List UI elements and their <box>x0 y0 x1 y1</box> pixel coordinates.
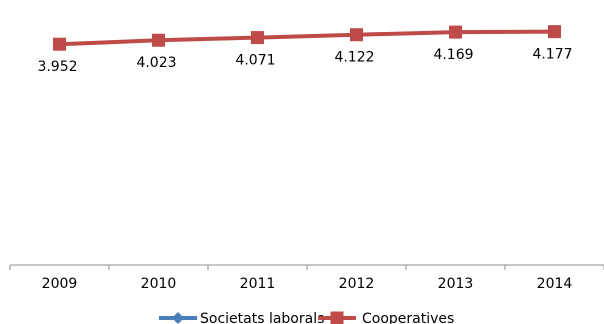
data-label: 4.023 <box>136 55 176 71</box>
legend-marker <box>172 312 184 324</box>
data-label: 4.071 <box>235 53 275 69</box>
series-line <box>59 29 555 47</box>
data-point <box>251 31 264 45</box>
data-labels: 5.5265.4445.4175.3255.2305.1543.9524.023… <box>37 47 572 76</box>
legend: Societats laborals Cooperatives <box>159 311 454 324</box>
x-tick-label: 2013 <box>438 276 474 292</box>
legend-label: Societats laborals <box>200 311 324 324</box>
x-tick-label: 2011 <box>240 276 276 292</box>
x-tick-label: 2010 <box>141 276 177 292</box>
legend-marker <box>330 311 344 324</box>
data-label: 4.177 <box>532 47 572 63</box>
x-tick-label: 2014 <box>537 276 573 292</box>
data-point <box>350 28 363 42</box>
x-tick-label: 2009 <box>42 276 78 292</box>
data-point <box>548 25 561 39</box>
data-label: 4.169 <box>433 47 473 63</box>
data-point <box>152 33 165 47</box>
series-layer <box>53 25 561 51</box>
x-axis: 2009 2010 2011 2012 2013 2014 <box>9 264 604 292</box>
data-label: 3.952 <box>37 59 77 75</box>
data-point <box>53 37 66 51</box>
x-tick-label: 2012 <box>339 276 375 292</box>
data-point <box>449 25 462 39</box>
data-label: 4.122 <box>334 50 374 66</box>
legend-label: Cooperatives <box>362 311 454 324</box>
